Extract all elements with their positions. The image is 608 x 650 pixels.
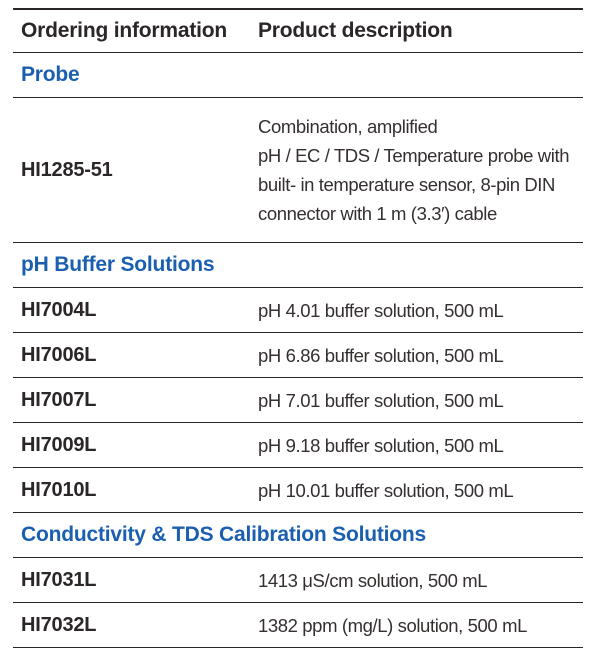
table-row: HI7009L pH 9.18 buffer solution, 500 mL bbox=[13, 423, 583, 468]
product-description: pH 10.01 buffer solution, 500 mL bbox=[258, 479, 514, 501]
product-code: HI7031L bbox=[21, 568, 97, 591]
product-description: pH 9.18 buffer solution, 500 mL bbox=[258, 434, 504, 456]
product-description: 1413 μS/cm solution, 500 mL bbox=[258, 569, 488, 591]
section-title: Conductivity & TDS Calibration Solutions bbox=[21, 523, 427, 546]
product-description: 1382 ppm (mg/L) solution, 500 mL bbox=[258, 614, 527, 636]
section-title: Probe bbox=[21, 63, 80, 86]
column-header-product-description: Product description bbox=[258, 19, 453, 42]
table-row: HI7006L pH 6.86 buffer solution, 500 mL bbox=[13, 333, 583, 378]
section-header-probe: Probe bbox=[13, 53, 583, 98]
product-code: HI7007L bbox=[21, 388, 97, 411]
table-row: HI7032L 1382 ppm (mg/L) solution, 500 mL bbox=[13, 603, 583, 648]
column-header-ordering-information: Ordering information bbox=[21, 19, 228, 42]
table-header-row: Ordering information Product description bbox=[13, 10, 583, 53]
product-description: pH 4.01 buffer solution, 500 mL bbox=[258, 299, 504, 321]
table-row: HI7007L pH 7.01 buffer solution, 500 mL bbox=[13, 378, 583, 423]
ordering-information-table: Ordering information Product description… bbox=[13, 8, 583, 648]
product-code: HI7006L bbox=[21, 343, 97, 366]
product-description: Combination, amplified pH / EC / TDS / T… bbox=[258, 116, 570, 224]
product-code: HI1285-51 bbox=[21, 158, 113, 181]
product-description: pH 6.86 buffer solution, 500 mL bbox=[258, 344, 504, 366]
table-row: HI7004L pH 4.01 buffer solution, 500 mL bbox=[13, 288, 583, 333]
product-code: HI7004L bbox=[21, 298, 97, 321]
product-description: pH 7.01 buffer solution, 500 mL bbox=[258, 389, 504, 411]
table-row: HI7010L pH 10.01 buffer solution, 500 mL bbox=[13, 468, 583, 513]
product-code: HI7009L bbox=[21, 433, 97, 456]
section-header-ph-buffer-solutions: pH Buffer Solutions bbox=[13, 243, 583, 288]
table-row: HI1285-51 Combination, amplified pH / EC… bbox=[13, 98, 583, 243]
table-row: HI7031L 1413 μS/cm solution, 500 mL bbox=[13, 558, 583, 603]
product-code: HI7010L bbox=[21, 478, 97, 501]
section-title: pH Buffer Solutions bbox=[21, 253, 215, 276]
product-code: HI7032L bbox=[21, 613, 97, 636]
section-header-conductivity-tds-calibration-solutions: Conductivity & TDS Calibration Solutions bbox=[13, 513, 583, 558]
